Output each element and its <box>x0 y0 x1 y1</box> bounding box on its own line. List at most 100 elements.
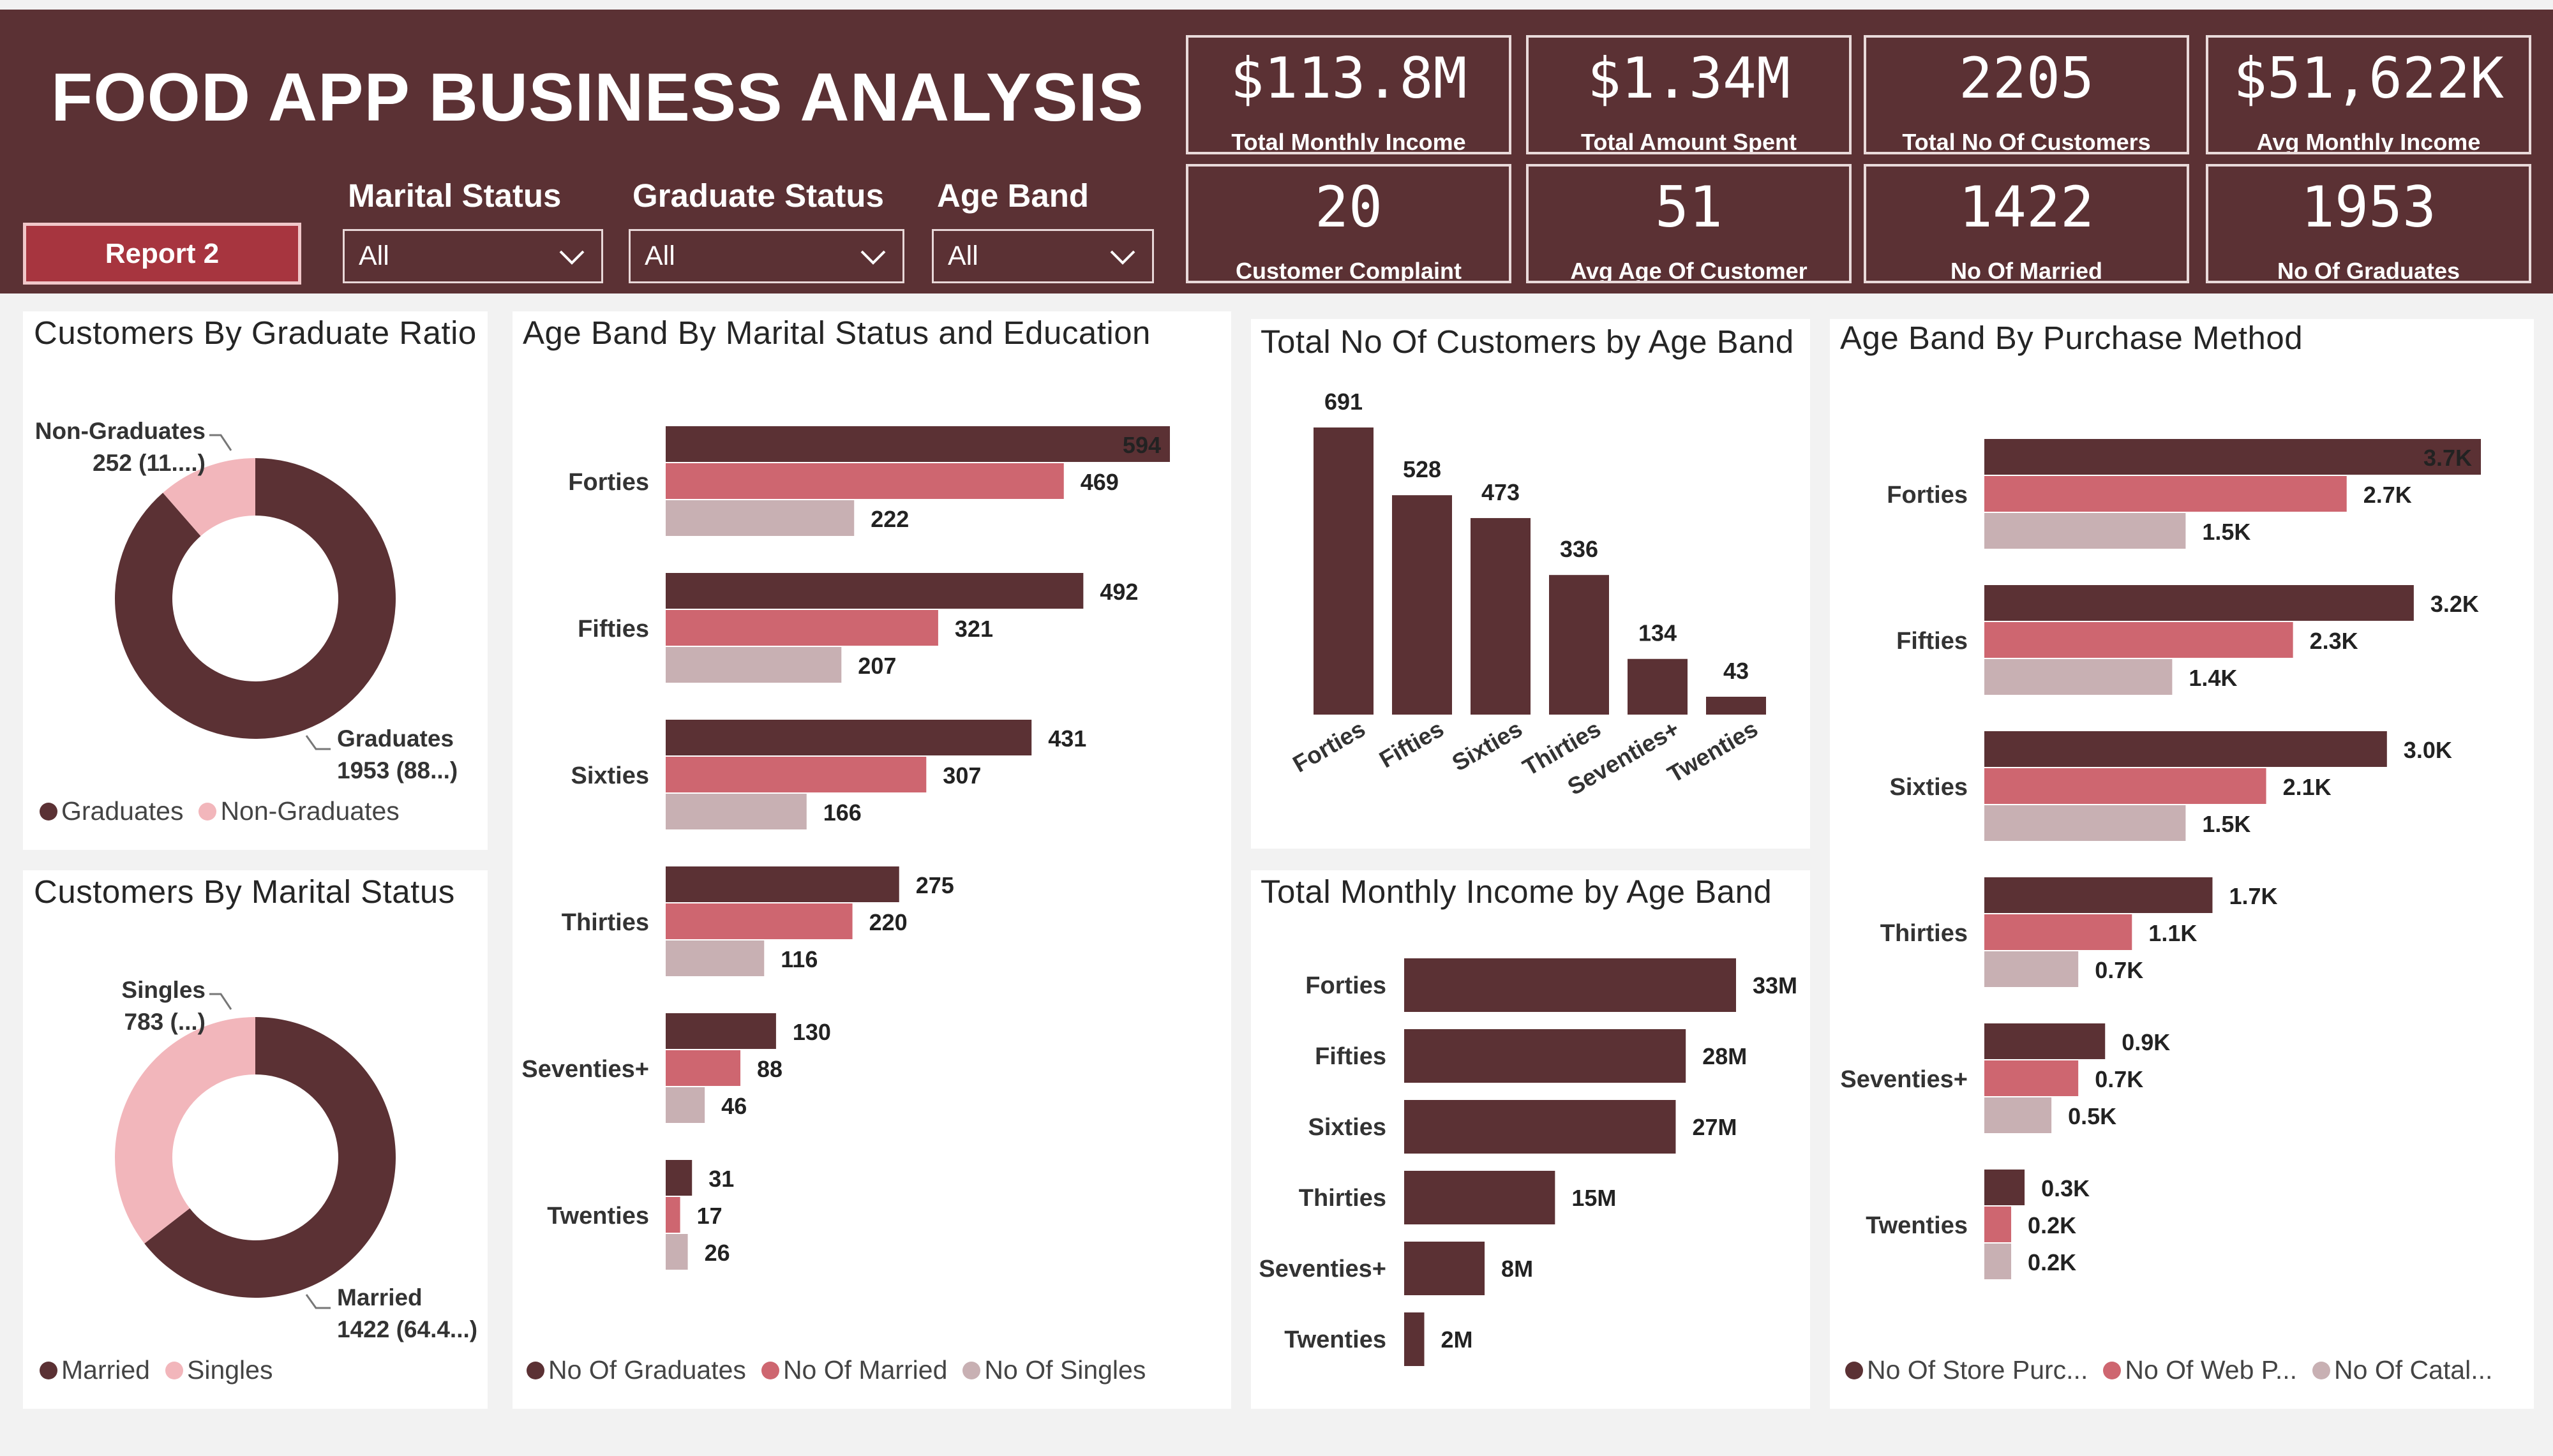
data-label: 0.3K <box>2041 1175 2090 1201</box>
bar-no-of-singles[interactable] <box>666 794 807 829</box>
kpi-label: Avg Monthly Income <box>2256 129 2481 154</box>
column-bar[interactable] <box>1706 696 1766 715</box>
legend-item[interactable]: Married <box>36 1355 150 1385</box>
bar-no-of-store-purc-[interactable] <box>1984 585 2414 621</box>
bar-no-of-graduates[interactable] <box>666 426 1170 462</box>
legend-dot <box>198 802 217 821</box>
bar-no-of-store-purc-[interactable] <box>1984 1170 2025 1205</box>
legend-item[interactable]: Graduates <box>36 796 183 826</box>
bar-no-of-married[interactable] <box>666 757 927 792</box>
bar-no-of-web-p-[interactable] <box>1984 914 2132 950</box>
graduate-status-dropdown[interactable]: All <box>629 229 904 283</box>
legend-label: No Of Store Purc... <box>1867 1355 2088 1385</box>
panel-title: Customers By Marital Status <box>34 873 455 910</box>
bar-no-of-web-p-[interactable] <box>1984 622 2293 658</box>
data-label: 0.7K <box>2095 957 2143 983</box>
category-label: Fifties <box>578 616 649 643</box>
bar-no-of-web-p-[interactable] <box>1984 1060 2079 1096</box>
legend-item[interactable]: No Of Catal... <box>2309 1355 2492 1385</box>
bar-no-of-catal-[interactable] <box>1984 805 2186 841</box>
donut-slice-graduates[interactable] <box>114 458 396 739</box>
age-band-dropdown[interactable]: All <box>932 229 1154 283</box>
bar-no-of-catal-[interactable] <box>1984 951 2079 987</box>
slice-value-label: 1953 (88...) <box>337 757 458 784</box>
donut-slice-married[interactable] <box>144 1017 396 1298</box>
bar-no-of-web-p-[interactable] <box>1984 476 2347 512</box>
bar-no-of-graduates[interactable] <box>666 573 1084 609</box>
column-bar[interactable] <box>1628 658 1688 715</box>
leader-line[interactable] <box>209 993 232 1010</box>
income-bar[interactable] <box>1404 958 1736 1012</box>
bar-no-of-store-purc-[interactable] <box>1984 439 2481 475</box>
category-label: Twenties <box>547 1203 649 1229</box>
kpi-value: $1.34M <box>1587 45 1790 111</box>
bar-no-of-singles[interactable] <box>666 1234 688 1270</box>
bar-no-of-singles[interactable] <box>666 1087 705 1123</box>
bar-no-of-store-purc-[interactable] <box>1984 1023 2106 1059</box>
column-bar[interactable] <box>1314 427 1374 715</box>
kpi-customer-complaint: 20 Customer Complaint <box>1186 164 1511 283</box>
bar-no-of-married[interactable] <box>666 463 1064 499</box>
bar-no-of-catal-[interactable] <box>1984 513 2186 549</box>
legend-item[interactable]: No Of Web P... <box>2099 1355 2297 1385</box>
bar-no-of-singles[interactable] <box>666 500 855 536</box>
income-bar[interactable] <box>1404 1242 1485 1295</box>
column-bar[interactable] <box>1392 495 1452 715</box>
slice-name-label: Non-Graduates <box>35 418 206 444</box>
slice-value-label: 1422 (64.4...) <box>337 1316 477 1342</box>
donut-slice-non-graduates[interactable] <box>163 458 255 537</box>
bar-no-of-catal-[interactable] <box>1984 1097 2052 1133</box>
legend-item[interactable]: No Of Singles <box>959 1355 1146 1385</box>
data-label: 26 <box>705 1240 730 1266</box>
bar-no-of-web-p-[interactable] <box>1984 768 2266 804</box>
legend-dot <box>165 1361 183 1379</box>
kpi-value: 51 <box>1655 174 1723 240</box>
legend-item[interactable]: No Of Married <box>758 1355 947 1385</box>
income-bar[interactable] <box>1404 1171 1555 1224</box>
leader-line[interactable] <box>305 1294 331 1309</box>
bar-no-of-married[interactable] <box>666 610 938 646</box>
leader-line[interactable] <box>209 434 232 451</box>
donut-slice-singles[interactable] <box>115 1017 255 1244</box>
legend-item[interactable]: No Of Store Purc... <box>1841 1355 2088 1385</box>
bar-no-of-store-purc-[interactable] <box>1984 877 2213 913</box>
legend-label: No Of Singles <box>984 1355 1146 1385</box>
bar-no-of-web-p-[interactable] <box>1984 1207 2012 1242</box>
income-bar[interactable] <box>1404 1100 1676 1154</box>
data-label: 134 <box>1638 620 1677 646</box>
data-label: 594 <box>1123 432 1161 458</box>
panel-title: Total No Of Customers by Age Band <box>1261 323 1794 360</box>
bar-no-of-graduates[interactable] <box>666 866 899 902</box>
income-bar[interactable] <box>1404 1312 1425 1366</box>
category-label: Forties <box>568 469 649 496</box>
panel-title: Age Band By Marital Status and Education <box>523 315 1151 351</box>
bar-no-of-singles[interactable] <box>666 940 765 976</box>
marital-status-donut-chart: Married 1422 (64.4...) Singles 783 (...) <box>115 977 477 1342</box>
bar-no-of-store-purc-[interactable] <box>1984 731 2387 767</box>
legend-item[interactable]: Non-Graduates <box>195 796 400 826</box>
income-bar[interactable] <box>1404 1029 1686 1083</box>
legend-dot <box>761 1361 779 1379</box>
legend-item[interactable]: Singles <box>161 1355 273 1385</box>
bar-no-of-married[interactable] <box>666 1197 680 1233</box>
bar-no-of-married[interactable] <box>666 903 853 939</box>
bar-no-of-catal-[interactable] <box>1984 1244 2012 1279</box>
bar-no-of-married[interactable] <box>666 1050 741 1086</box>
leader-line[interactable] <box>305 735 331 750</box>
bar-no-of-graduates[interactable] <box>666 1013 776 1049</box>
data-label: 431 <box>1048 725 1086 752</box>
report-2-button[interactable]: Report 2 <box>23 223 301 285</box>
bar-no-of-graduates[interactable] <box>666 1160 693 1196</box>
marital-status-dropdown[interactable]: All <box>343 229 603 283</box>
bar-no-of-graduates[interactable] <box>666 720 1032 755</box>
bar-no-of-singles[interactable] <box>666 647 842 683</box>
legend-dot <box>1845 1361 1863 1379</box>
data-label: 473 <box>1481 479 1520 505</box>
graduate-ratio-donut-chart: Graduates 1953 (88...) Non-Graduates 252 (1… <box>35 418 458 784</box>
category-label: Fifties <box>1375 715 1448 773</box>
purchase-method-panel: Age Band By Purchase Method Forties 3.7K 2… <box>1830 319 2534 1409</box>
column-bar[interactable] <box>1549 575 1609 715</box>
column-bar[interactable] <box>1471 517 1531 715</box>
bar-no-of-catal-[interactable] <box>1984 659 2173 695</box>
legend-item[interactable]: No Of Graduates <box>523 1355 746 1385</box>
